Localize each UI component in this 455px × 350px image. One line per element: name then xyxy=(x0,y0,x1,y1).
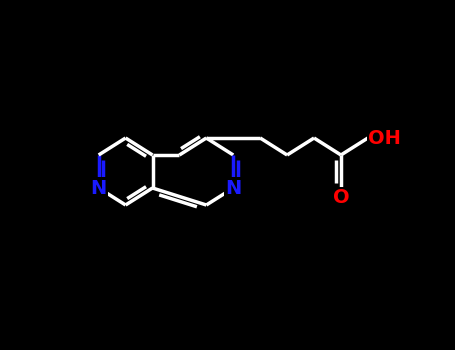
Text: N: N xyxy=(225,178,242,197)
Text: N: N xyxy=(91,178,107,197)
Text: OH: OH xyxy=(368,128,401,147)
Text: O: O xyxy=(333,188,349,207)
